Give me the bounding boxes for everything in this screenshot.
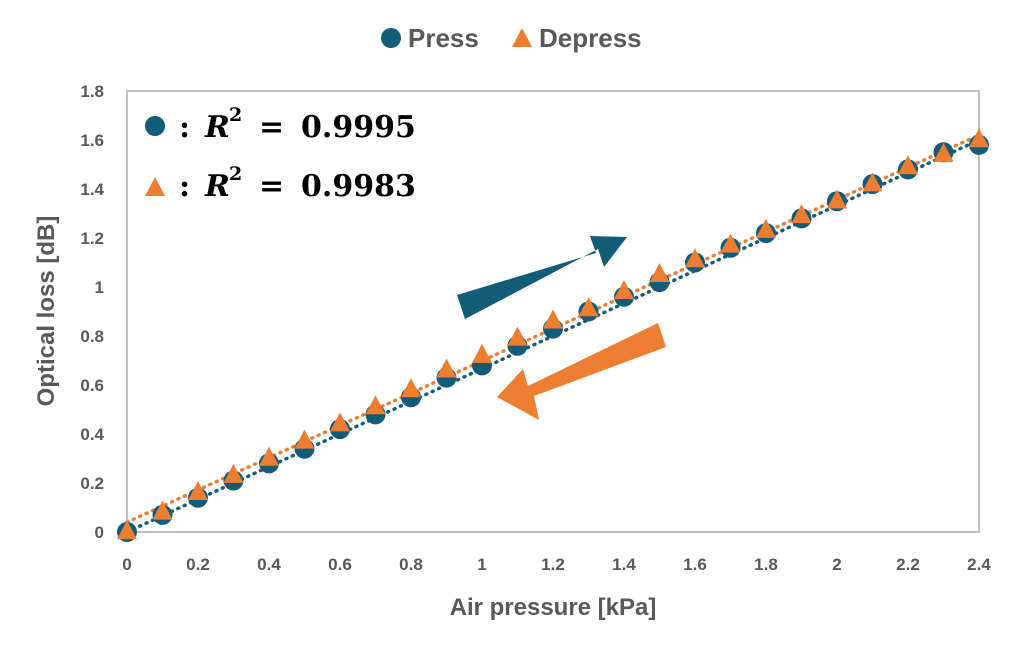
annotation-press-equals: = xyxy=(259,110,284,145)
legend-depress-label: Depress xyxy=(539,23,642,53)
y-tick-label: 1.4 xyxy=(80,180,104,199)
x-axis-ticks: 0 0.2 0.4 0.6 0.8 1 1.2 1.4 1.6 1.8 2 2.2 2.4 xyxy=(122,555,991,574)
x-tick-label: 0.8 xyxy=(399,555,423,574)
depress-point xyxy=(720,233,741,253)
y-tick-label: 0 xyxy=(95,523,104,542)
depress-point xyxy=(862,172,883,192)
depress-point xyxy=(507,326,528,346)
y-tick-label: 0.2 xyxy=(80,474,104,493)
legend-press-marker-icon xyxy=(381,28,401,48)
depress-point xyxy=(614,280,634,300)
annotation-depress-exponent: 2 xyxy=(229,163,242,185)
depress-direction-arrow-icon xyxy=(497,323,666,420)
y-tick-label: 0.8 xyxy=(80,327,104,346)
depress-point xyxy=(223,463,244,483)
y-tick-label: 1.6 xyxy=(80,131,104,150)
depress-point xyxy=(578,297,599,317)
x-tick-label: 2.2 xyxy=(896,555,920,574)
data-markers xyxy=(117,128,989,542)
y-axis-title: Optical loss [dB] xyxy=(33,216,60,407)
annotation-depress-symbol: R xyxy=(204,169,230,204)
depress-point xyxy=(969,128,989,148)
depress-point xyxy=(685,248,705,268)
depress-point xyxy=(365,395,386,415)
x-tick-label: 1.8 xyxy=(754,555,778,574)
annotation-press-value: 0.9995 xyxy=(301,110,416,145)
x-tick-label: 0.4 xyxy=(257,555,281,574)
legend-depress-marker-icon xyxy=(512,28,532,47)
y-tick-label: 1.8 xyxy=(80,82,104,101)
legend: Press Depress xyxy=(381,23,642,53)
depress-point xyxy=(188,481,208,501)
depress-point xyxy=(543,309,563,329)
x-tick-label: 0 xyxy=(122,555,131,574)
x-tick-label: 1.2 xyxy=(541,555,565,574)
annotation-depress-value: 0.9983 xyxy=(301,169,416,204)
x-tick-label: 1.6 xyxy=(683,555,707,574)
depress-point xyxy=(827,189,847,209)
annotation-press-colon: : xyxy=(179,110,190,145)
press-direction-arrow-icon xyxy=(457,236,627,319)
depress-point xyxy=(117,520,137,540)
x-tick-label: 2 xyxy=(832,555,841,574)
annotation-press-exponent: 2 xyxy=(229,104,242,126)
depress-point xyxy=(791,204,812,224)
y-tick-label: 1.2 xyxy=(80,229,104,248)
depress-point xyxy=(401,378,421,398)
depress-point xyxy=(259,446,279,466)
x-tick-label: 1 xyxy=(477,555,486,574)
depress-point xyxy=(436,358,457,378)
annotation-press-marker-icon xyxy=(145,116,165,136)
depress-point xyxy=(756,218,776,238)
annotation-press-symbol: R xyxy=(204,110,230,145)
y-tick-label: 0.4 xyxy=(80,425,104,444)
depress-point xyxy=(933,142,954,162)
depress-point xyxy=(152,500,173,520)
x-tick-label: 2.4 xyxy=(967,555,991,574)
depress-point xyxy=(649,262,670,282)
legend-press-label: Press xyxy=(408,23,479,53)
r-squared-annotation-depress: : R 2 = 0.9983 xyxy=(145,163,416,204)
plot-frame xyxy=(126,90,980,533)
x-axis-title: Air pressure [kPa] xyxy=(450,594,657,621)
y-tick-label: 0.6 xyxy=(80,376,104,395)
depress-point xyxy=(898,155,918,175)
x-tick-label: 0.2 xyxy=(186,555,210,574)
annotation-depress-colon: : xyxy=(179,169,190,204)
annotation-depress-equals: = xyxy=(259,169,284,204)
depress-point xyxy=(294,429,315,449)
annotation-depress-marker-icon xyxy=(145,177,165,196)
x-tick-label: 1.4 xyxy=(612,555,636,574)
r-squared-annotation-press: : R 2 = 0.9995 xyxy=(145,104,416,145)
depress-point xyxy=(330,412,350,432)
depress-point xyxy=(472,343,492,363)
y-tick-label: 1 xyxy=(95,278,104,297)
y-axis-ticks: 0 0.2 0.4 0.6 0.8 1 1.2 1.4 1.6 1.8 xyxy=(80,82,104,542)
x-tick-label: 0.6 xyxy=(328,555,352,574)
